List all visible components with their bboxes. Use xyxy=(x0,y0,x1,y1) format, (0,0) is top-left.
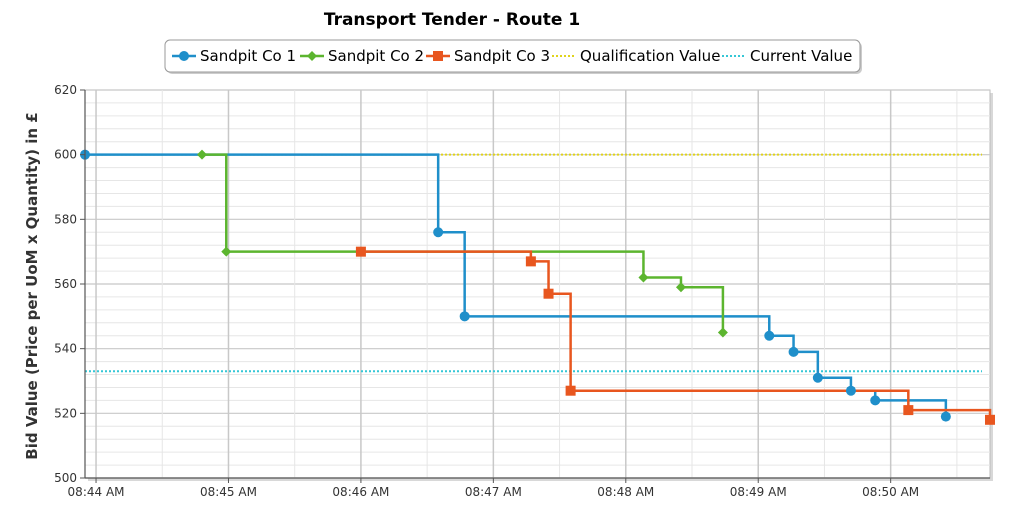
legend-marker[interactable] xyxy=(433,51,443,61)
sandpit-co-3-point[interactable] xyxy=(903,405,914,416)
legend-item-sandpit-co-2[interactable]: Sandpit Co 2 xyxy=(300,47,424,65)
y-tick-label: 580 xyxy=(54,212,77,226)
y-tick-label: 620 xyxy=(54,83,77,97)
y-tick-label: 500 xyxy=(54,471,77,485)
x-tick-label: 08:47 AM xyxy=(465,485,522,499)
sandpit-co-3-point[interactable] xyxy=(355,246,366,257)
chart-title: Transport Tender - Route 1 xyxy=(324,10,580,30)
sandpit-co-3-point[interactable] xyxy=(565,385,576,396)
sandpit-co-2-point[interactable] xyxy=(196,149,207,160)
sandpit-co-2-point[interactable] xyxy=(638,272,649,283)
legend-label: Sandpit Co 1 xyxy=(200,47,296,65)
x-tick-label: 08:45 AM xyxy=(200,485,257,499)
legend-label: Qualification Value xyxy=(580,47,720,65)
sandpit-co-3-point[interactable] xyxy=(525,256,536,267)
sandpit-co-3-point[interactable] xyxy=(985,414,995,425)
legend-item-current-value[interactable]: Current Value xyxy=(722,47,852,65)
legend-marker[interactable] xyxy=(307,51,317,61)
legend-label: Sandpit Co 2 xyxy=(328,47,424,65)
legend-box xyxy=(164,39,861,73)
sandpit-co-1-point[interactable] xyxy=(433,227,444,238)
sandpit-co-2-point[interactable] xyxy=(221,246,232,257)
sandpit-co-3-point[interactable] xyxy=(543,288,554,299)
legend-item-qualification-value[interactable]: Qualification Value xyxy=(552,47,720,65)
legend-item-sandpit-co-1[interactable]: Sandpit Co 1 xyxy=(172,47,296,65)
y-tick-label: 600 xyxy=(54,148,77,162)
axes: 500 520 540 560 580 600 620 08:44 AM 08:45 AM 08:… xyxy=(54,83,990,499)
sandpit-co-1-point[interactable] xyxy=(940,411,951,422)
x-tick-label: 08:50 AM xyxy=(862,485,919,499)
legend-label: Current Value xyxy=(750,47,852,65)
x-tick-label: 08:48 AM xyxy=(597,485,654,499)
legend[interactable]: Sandpit Co 1 Sandpit Co 2 Sandpit Co 3 Qual… xyxy=(164,39,862,74)
sandpit-co-1-point[interactable] xyxy=(870,395,881,406)
sandpit-co-2-point[interactable] xyxy=(675,282,686,293)
y-tick-label: 520 xyxy=(54,406,77,420)
y-axis-label: Bid Value (Price per UoM x Quantity) in … xyxy=(23,112,41,459)
sandpit-co-1-point[interactable] xyxy=(764,330,775,341)
grid xyxy=(84,89,993,481)
series-markers xyxy=(80,149,995,425)
sandpit-co-1-point[interactable] xyxy=(812,372,823,383)
sandpit-co-1-point[interactable] xyxy=(459,311,470,322)
x-tick-label: 08:46 AM xyxy=(332,485,389,499)
x-tick-label: 08:44 AM xyxy=(68,485,125,499)
legend-item-sandpit-co-3[interactable]: Sandpit Co 3 xyxy=(426,47,550,65)
sandpit-co-1-point[interactable] xyxy=(845,385,856,396)
y-tick-label: 540 xyxy=(54,342,77,356)
sandpit-co-2-point[interactable] xyxy=(717,327,728,338)
legend-label: Sandpit Co 3 xyxy=(454,47,550,65)
x-tick-label: 08:49 AM xyxy=(730,485,787,499)
y-tick-label: 560 xyxy=(54,277,77,291)
sandpit-co-1-point[interactable] xyxy=(788,346,799,357)
legend-marker[interactable] xyxy=(179,51,189,61)
